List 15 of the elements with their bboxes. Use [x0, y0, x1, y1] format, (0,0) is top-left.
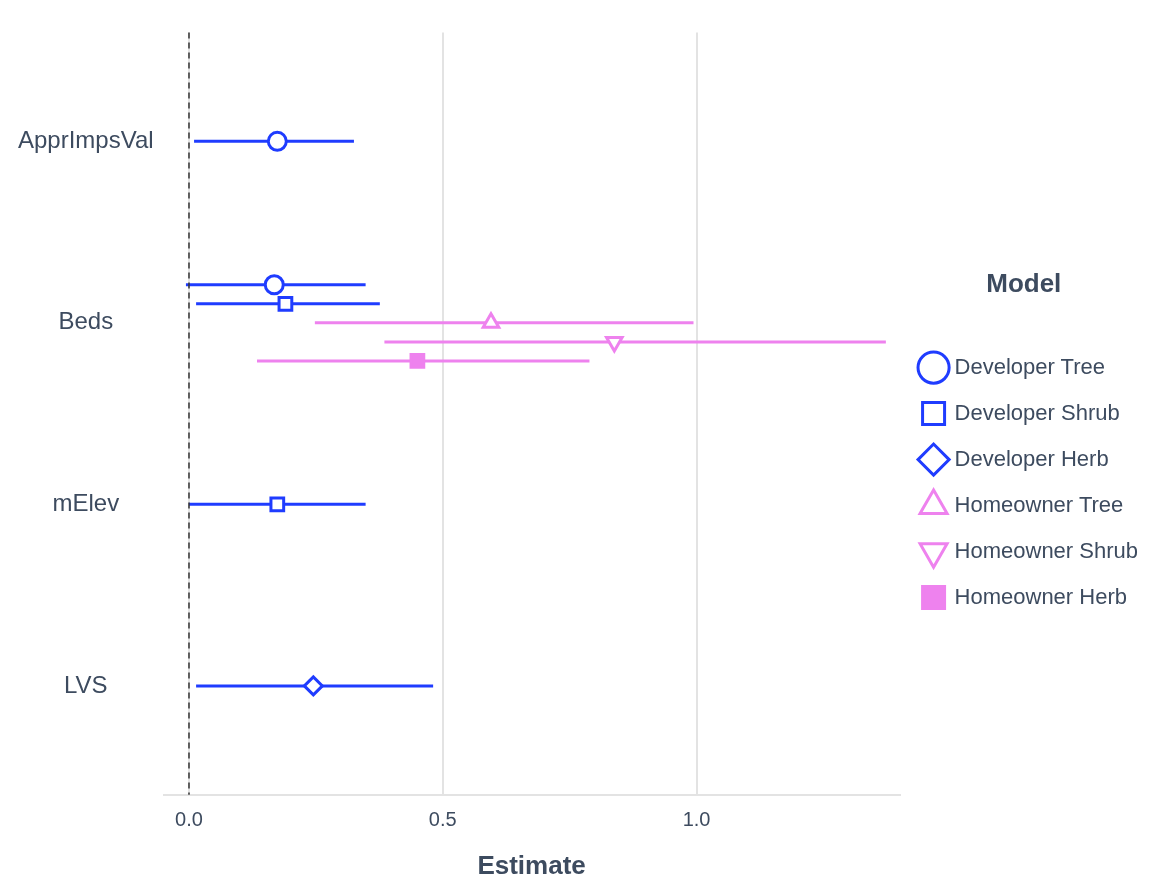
x-tick-label: 0.0 [175, 808, 203, 831]
x-tick-label: 0.5 [428, 808, 457, 831]
legend-label: Homeowner Tree [954, 491, 1124, 517]
legend-label: Homeowner Herb [954, 583, 1127, 609]
x-tick-label: 1.0 [682, 808, 711, 831]
y-tick-label: ApprImpsVal [18, 125, 154, 153]
legend-label: Developer Herb [954, 445, 1109, 471]
legend-label: Developer Tree [954, 353, 1105, 379]
legend-label: Homeowner Shrub [954, 537, 1139, 563]
legend-label: Developer Shrub [954, 399, 1120, 425]
y-tick-label: Beds [58, 307, 114, 335]
x-axis-title: Estimate [477, 849, 586, 880]
y-tick-label: mElev [52, 488, 120, 516]
legend-title: Model [986, 267, 1062, 298]
y-tick-label: LVS [64, 670, 108, 698]
